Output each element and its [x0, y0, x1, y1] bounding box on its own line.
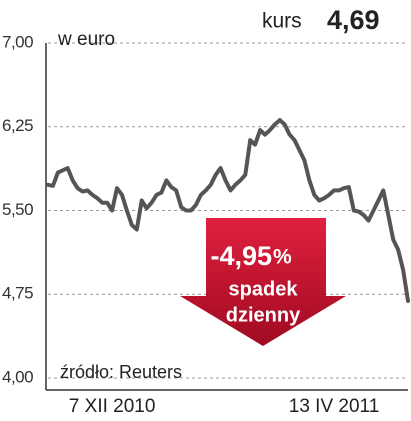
change-unit: % — [273, 246, 292, 269]
price-label: kurs — [262, 10, 302, 33]
x-tick-label: 13 IV 2011 — [289, 396, 380, 417]
source: źródło: Reuters — [60, 362, 182, 382]
y-tick-label: 5,50 — [2, 200, 33, 219]
change-text: dzienny — [226, 304, 301, 326]
down-arrow — [180, 218, 346, 346]
y-tick-label: 6,25 — [2, 116, 33, 135]
y-tick-label: 4,00 — [2, 367, 33, 386]
y-tick-label: 7,00 — [2, 32, 33, 51]
change-value: -4,95 — [210, 241, 272, 271]
y-axis-label: w euro — [57, 29, 115, 50]
price-line — [46, 118, 410, 303]
y-tick-label: 4,75 — [2, 284, 33, 303]
price-value: 4,69 — [327, 5, 380, 35]
change-text: spadek — [229, 278, 299, 300]
x-tick-label: 7 XII 2010 — [69, 396, 156, 417]
